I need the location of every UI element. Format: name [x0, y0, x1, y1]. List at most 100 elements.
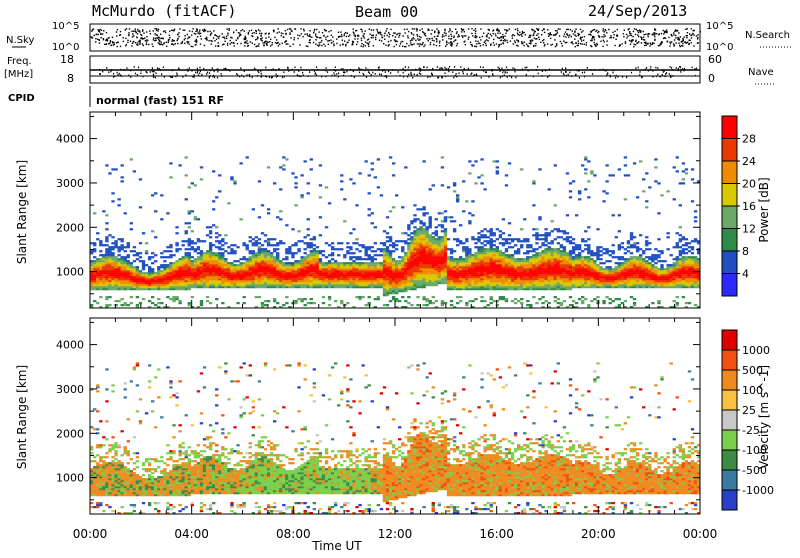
power-cell [310, 256, 313, 258]
power-cell [124, 250, 127, 252]
freq-dot [549, 75, 550, 77]
power-cell [261, 262, 264, 264]
power-cell [371, 272, 374, 274]
freq-dot [185, 74, 186, 76]
power-cell [422, 264, 425, 266]
power-cell [148, 258, 151, 260]
power-cell [313, 244, 316, 246]
power-cell [249, 270, 252, 272]
noise-dot [393, 32, 394, 33]
power-cell [328, 282, 331, 284]
noise-dot [468, 28, 469, 29]
noise-dot [434, 32, 435, 33]
power-cell [389, 262, 392, 264]
power-cell [380, 250, 383, 252]
power-cell [380, 242, 383, 244]
power-cell [383, 270, 386, 272]
power-cell [365, 258, 368, 260]
power-cell [246, 272, 249, 274]
power-cell [355, 276, 358, 278]
noise-dot [120, 46, 121, 47]
power-cell [273, 266, 276, 268]
freq-dot [316, 74, 317, 76]
power-cell [483, 300, 486, 302]
power-cell [389, 276, 392, 278]
noise-dot [693, 30, 694, 31]
noise-dot [584, 36, 585, 37]
power-cell [508, 162, 511, 164]
noise-dot [125, 29, 126, 30]
power-cell [432, 232, 435, 234]
noise-dot [333, 44, 334, 45]
power-cell [209, 302, 212, 304]
power-cell [304, 270, 307, 272]
freq-dot [365, 70, 366, 72]
power-cell [483, 282, 486, 284]
power-cell [197, 256, 200, 258]
power-cell [450, 288, 453, 290]
noise-dot [476, 43, 477, 44]
power-cell [352, 264, 355, 266]
freq-dot [385, 75, 386, 77]
power-cell [477, 280, 480, 282]
power-cell [197, 266, 200, 268]
noise-dot [626, 34, 627, 35]
power-cell [258, 284, 261, 286]
power-cell [273, 272, 276, 274]
noise-dot [578, 45, 579, 46]
power-cell [178, 286, 181, 288]
power-cell [264, 282, 267, 284]
freq-dot [254, 68, 255, 70]
power-cell [212, 268, 215, 270]
power-cell [93, 284, 96, 286]
power-cell [444, 230, 447, 232]
power-cell [105, 276, 108, 278]
power-cell [429, 250, 432, 252]
power-cell [169, 280, 172, 282]
power-cell [493, 252, 496, 254]
power-cell [371, 250, 374, 252]
power-cell [160, 218, 163, 220]
power-cell [163, 270, 166, 272]
power-cell [377, 254, 380, 256]
power-cell [432, 296, 435, 298]
power-cell [474, 274, 477, 276]
power-cell [307, 272, 310, 274]
noise-dot [238, 32, 239, 33]
noise-dot [411, 44, 412, 45]
freq-dot [610, 76, 611, 78]
noise-dot [362, 31, 363, 32]
noise-dot [174, 40, 175, 41]
power-cell [401, 268, 404, 270]
power-cell [389, 282, 392, 284]
freq-dot [514, 68, 515, 70]
noise-dot [697, 34, 698, 35]
power-cell [121, 248, 124, 250]
power-cell [279, 284, 282, 286]
power-cell [197, 218, 200, 220]
power-cell [435, 230, 438, 232]
power-cell [145, 286, 148, 288]
power-cell [438, 276, 441, 278]
power-cell [172, 272, 175, 274]
power-cell [239, 286, 242, 288]
power-cell [355, 272, 358, 274]
power-cell [383, 250, 386, 252]
power-cell [243, 272, 246, 274]
power-cell [380, 280, 383, 282]
power-cell [282, 278, 285, 280]
power-cell [203, 286, 206, 288]
power-cell [392, 266, 395, 268]
power-cell [185, 254, 188, 256]
power-cell [468, 282, 471, 284]
power-cell [386, 290, 389, 292]
power-cell [148, 286, 151, 288]
power-cell [133, 276, 136, 278]
power-cell [163, 284, 166, 286]
noise-dot [500, 37, 501, 38]
power-cell [233, 180, 236, 182]
noise-dot [520, 34, 521, 35]
power-cell [267, 284, 270, 286]
power-cell [233, 270, 236, 272]
noise-dot [207, 31, 208, 32]
